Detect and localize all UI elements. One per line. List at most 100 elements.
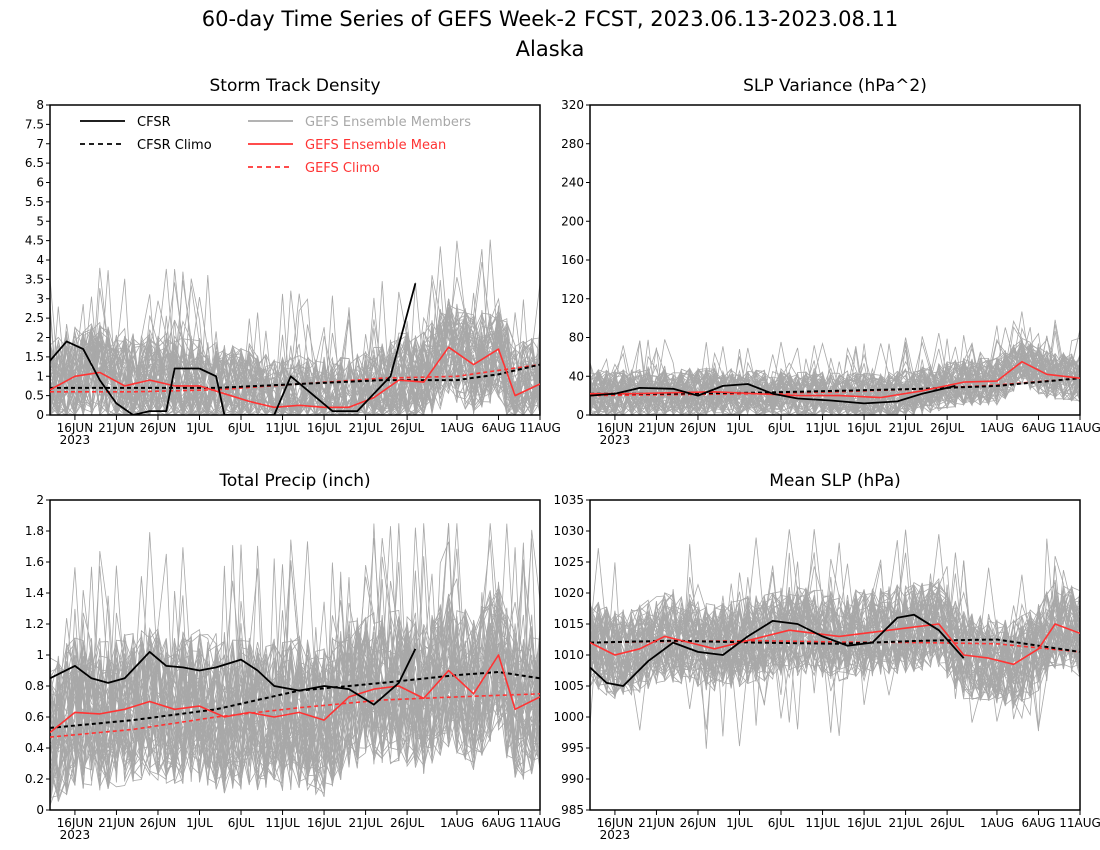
y-tick-label: 1.2 xyxy=(25,617,44,631)
legend: CFSR CFSR Climo GEFS Ensemble Members GEFS … xyxy=(80,115,471,176)
x-tick-label: 6JUL xyxy=(228,816,255,830)
x-tick-label: 1JUL xyxy=(726,421,753,435)
x-tick-label: 26JUL xyxy=(930,421,965,435)
panel-mean-slp: Mean SLP (hPa) 985 990 995 1000 1005 1010 1015 1… xyxy=(553,471,1100,842)
y-tick-label: 0.2 xyxy=(25,772,44,786)
y-tick-label: 1.5 xyxy=(25,350,44,364)
y-tick-label: 8 xyxy=(36,98,44,112)
ensemble-member-line xyxy=(50,547,540,789)
x-tick-label: 21JUN xyxy=(638,421,675,435)
y-tick-label: 1020 xyxy=(553,586,584,600)
legend-label: GEFS Ensemble Members xyxy=(305,115,471,130)
series-line-gefs-ensemble-mean xyxy=(50,654,540,734)
y-tick-label: 320 xyxy=(561,98,584,112)
y-tick-label: 3 xyxy=(36,292,44,306)
ensemble-member-line xyxy=(590,338,1080,415)
y-tick-label: 0.8 xyxy=(25,679,44,693)
series-group xyxy=(50,648,540,738)
ensemble-member-line xyxy=(590,589,1080,730)
x-year-label: 2023 xyxy=(60,433,91,447)
x-tick-label: 1JUL xyxy=(186,421,213,435)
x-tick-label: 26JUL xyxy=(390,816,425,830)
ensemble-member-line xyxy=(590,552,1080,696)
ensemble-member-line xyxy=(50,565,540,784)
x-tick-label: 26JUN xyxy=(680,816,717,830)
legend-label: GEFS Ensemble Mean xyxy=(305,138,446,153)
y-tick-label: 5 xyxy=(36,214,44,228)
x-tick-label: 16JUN xyxy=(597,816,634,830)
x-tick-label: 16JUN xyxy=(57,421,94,435)
y-tick-label: 80 xyxy=(569,331,584,345)
series-line-gefs-ensemble-mean xyxy=(590,623,1080,666)
x-tick-label: 1AUG xyxy=(980,816,1014,830)
x-tick-label: 21JUL xyxy=(888,816,923,830)
y-tick-label: 0.4 xyxy=(25,741,44,755)
x-tick-label: 11JUL xyxy=(805,421,840,435)
y-tick-label: 990 xyxy=(561,772,584,786)
x-tick-label: 6JUL xyxy=(228,421,255,435)
y-tick-label: 0 xyxy=(36,408,44,422)
ensemble-member-line xyxy=(50,298,540,415)
y-tick-label: 2 xyxy=(36,331,44,345)
y-tick-label: 1.4 xyxy=(25,586,44,600)
series-line-gefs-climo xyxy=(50,363,540,393)
y-tick-label: 0.6 xyxy=(25,710,44,724)
y-tick-label: 7.5 xyxy=(25,117,44,131)
series-line-cfsr-climo xyxy=(50,363,540,389)
ensemble-member-line xyxy=(50,267,540,415)
panel-title: Total Precip (inch) xyxy=(218,471,370,491)
series-line-gefs-climo xyxy=(50,693,540,738)
y-tick-label: 0 xyxy=(576,408,584,422)
ensemble-member-line xyxy=(50,610,540,789)
x-year-label: 2023 xyxy=(60,828,91,842)
ensemble-member-line xyxy=(50,278,540,415)
x-tick-label: 6AUG xyxy=(1022,421,1056,435)
series-line-gefs-ensemble-mean xyxy=(50,346,540,409)
y-tick-label: 995 xyxy=(561,741,584,755)
series-line-gefs-climo xyxy=(590,639,1080,653)
series-group xyxy=(590,360,1080,405)
x-tick-label: 6JUL xyxy=(768,421,795,435)
y-tick-label: 4 xyxy=(36,253,44,267)
y-tick-label: 0.5 xyxy=(25,389,44,403)
y-tick-label: 1 xyxy=(36,648,44,662)
y-tick-label: 1.6 xyxy=(25,555,44,569)
x-tick-label: 26JUL xyxy=(390,421,425,435)
y-tick-label: 280 xyxy=(561,137,584,151)
x-tick-label: 21JUL xyxy=(348,421,383,435)
panel-total-precip: Total Precip (inch) 0 0.2 0.4 0.6 0.8 1 1.2 1.4 1… xyxy=(25,471,561,842)
y-tick-label: 2.5 xyxy=(25,311,44,325)
ensemble-member-line xyxy=(590,587,1080,717)
x-tick-label: 1JUL xyxy=(186,816,213,830)
ensemble-member-line xyxy=(50,559,540,787)
x-tick-label: 21JUL xyxy=(888,421,923,435)
ensemble-member-line xyxy=(50,321,540,415)
series-line-cfsr-climo xyxy=(590,377,1080,395)
series-line-cfsr xyxy=(590,383,956,405)
ensemble-member-line xyxy=(590,353,1080,415)
x-tick-label: 11AUG xyxy=(519,816,561,830)
y-tick-label: 1005 xyxy=(553,679,584,693)
x-year-label: 2023 xyxy=(600,433,631,447)
legend-label: CFSR xyxy=(137,115,171,130)
series-line-cfsr xyxy=(50,648,417,706)
x-tick-label: 16JUN xyxy=(57,816,94,830)
ensemble-members xyxy=(590,311,1080,415)
ensemble-member-line xyxy=(50,278,540,415)
x-tick-label: 11AUG xyxy=(519,421,561,435)
ensemble-member-line xyxy=(50,326,540,415)
x-tick-label: 1JUL xyxy=(726,816,753,830)
y-tick-label: 200 xyxy=(561,214,584,228)
series-line-cfsr xyxy=(50,283,417,415)
x-tick-label: 26JUL xyxy=(930,816,965,830)
panel-title: Mean SLP (hPa) xyxy=(769,471,901,491)
x-tick-label: 16JUN xyxy=(597,421,634,435)
y-tick-label: 1035 xyxy=(553,493,584,507)
series-line-gefs-ensemble-mean xyxy=(590,360,1080,399)
x-tick-label: 6JUL xyxy=(768,816,795,830)
ensemble-member-line xyxy=(590,342,1080,415)
series-group xyxy=(590,613,1080,687)
ensemble-member-line xyxy=(50,539,540,806)
x-tick-label: 16JUL xyxy=(847,421,882,435)
